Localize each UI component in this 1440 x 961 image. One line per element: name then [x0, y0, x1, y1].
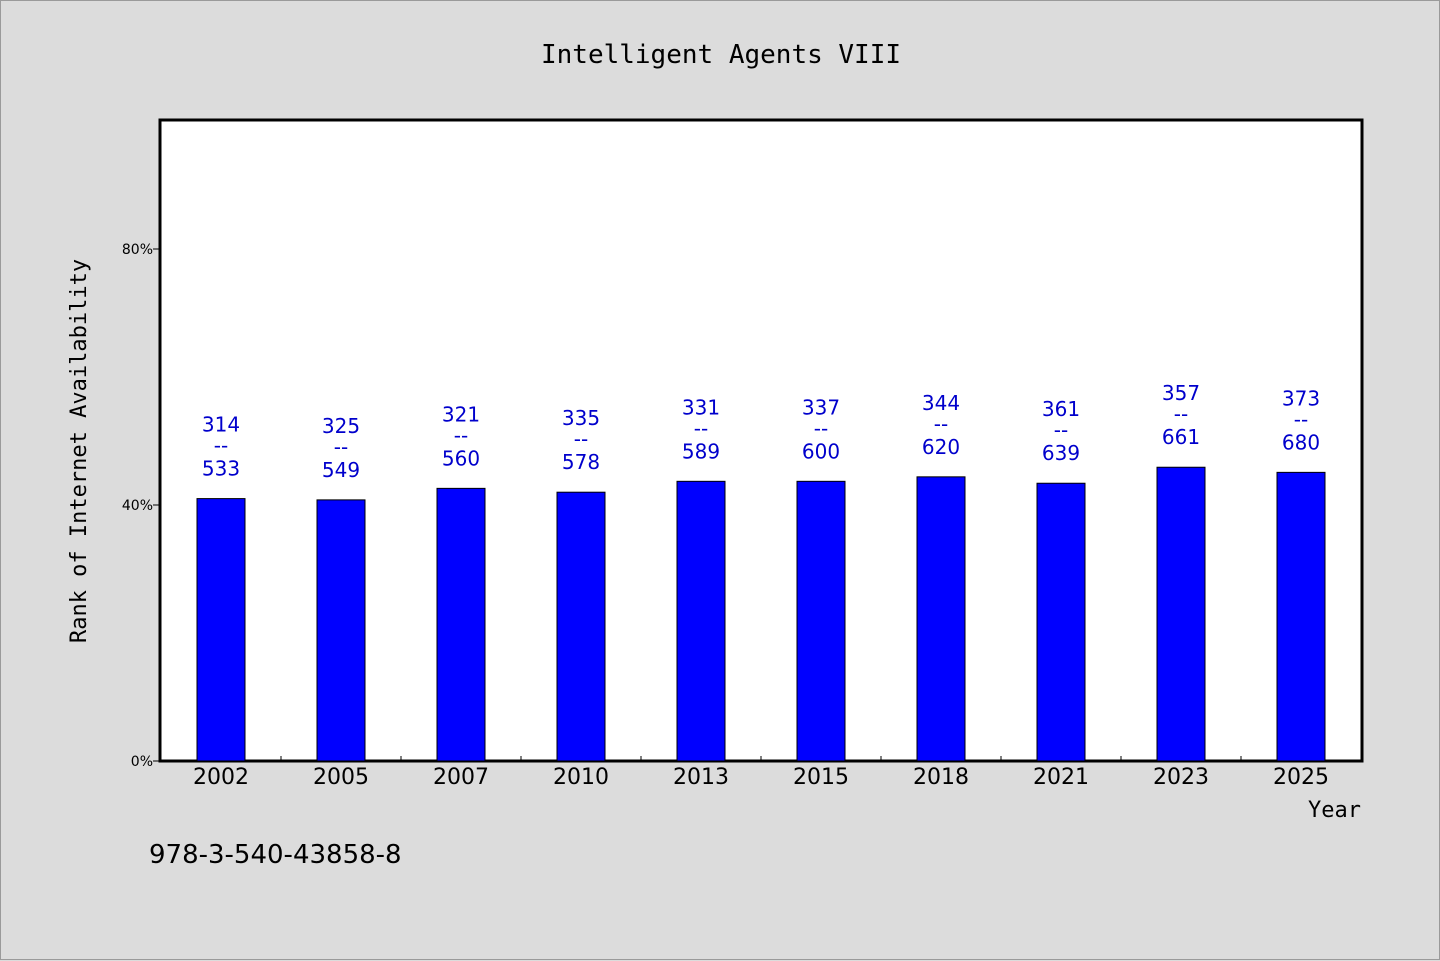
- x-axis: 2002 2005 2007 2010 2013 2015 2018 2021 2023 2025: [193, 756, 1329, 790]
- bar-label-bottom: 578: [562, 450, 600, 474]
- bar-label-bottom: 620: [922, 435, 960, 459]
- x-tick-label: 2025: [1273, 765, 1329, 790]
- x-tick-label: 2002: [193, 765, 249, 790]
- bar-label-bottom: 680: [1282, 430, 1320, 454]
- x-tick-label: 2021: [1033, 765, 1089, 790]
- x-tick-label: 2018: [913, 765, 969, 790]
- x-tick-label: 2007: [433, 765, 489, 790]
- bar-2018: [916, 476, 966, 762]
- bar-label-sep: --: [934, 412, 948, 436]
- x-tick-label: 2005: [313, 765, 369, 790]
- bar-label-top: 335: [562, 406, 600, 430]
- x-tick-label: 2013: [673, 765, 729, 790]
- bar-label-top: 321: [442, 402, 480, 426]
- bar-label-sep: --: [814, 416, 828, 440]
- bar-label-top: 325: [322, 414, 360, 438]
- x-tick-label: 2015: [793, 765, 849, 790]
- bars-group: [196, 466, 1326, 762]
- isbn-footnote: 978-3-540-43858-8: [149, 840, 402, 870]
- bar-label-bottom: 600: [802, 439, 840, 463]
- bar-label-bottom: 661: [1162, 425, 1200, 449]
- bar-label-sep: --: [334, 435, 348, 459]
- chart-title: Intelligent Agents VIII: [541, 40, 901, 70]
- y-tick-label: 80%: [122, 242, 153, 258]
- bar-label-sep: --: [1174, 402, 1188, 426]
- bar-2015: [796, 480, 846, 762]
- bar-label-top: 337: [802, 395, 840, 419]
- x-tick-label: 2010: [553, 765, 609, 790]
- bar-label-sep: --: [1054, 418, 1068, 442]
- bar-2021: [1036, 482, 1086, 762]
- bar-label-bottom: 639: [1042, 441, 1080, 465]
- x-tick-label: 2023: [1153, 765, 1209, 790]
- bar-label-sep: --: [1294, 407, 1308, 431]
- y-tick-label: 40%: [122, 498, 153, 514]
- bar-label-sep: --: [574, 427, 588, 451]
- bar-label-bottom: 560: [442, 446, 480, 470]
- bar-2005: [316, 499, 366, 762]
- bar-label-sep: --: [454, 423, 468, 447]
- bar-2007: [436, 487, 486, 762]
- bar-label-sep: --: [214, 434, 228, 458]
- bar-2002: [196, 498, 246, 762]
- y-axis: 0% 40% 80%: [122, 242, 161, 770]
- bar-label-bottom: 589: [682, 439, 720, 463]
- x-axis-title: Year: [1308, 798, 1361, 823]
- bar-label-sep: --: [694, 416, 708, 440]
- bar-2025: [1276, 471, 1326, 762]
- bar-labels-group: 314--533325--549321--560335--578331--589…: [202, 381, 1320, 482]
- bar-label-top: 373: [1282, 386, 1320, 410]
- bar-label-top: 314: [202, 413, 240, 437]
- bar-label-top: 344: [922, 391, 960, 415]
- bar-label-top: 361: [1042, 397, 1080, 421]
- y-tick-label: 0%: [131, 754, 153, 770]
- y-axis-title: Rank of Internet Availability: [67, 259, 92, 643]
- bar-label-bottom: 533: [202, 457, 240, 481]
- bar-label-top: 357: [1162, 381, 1200, 405]
- bar-2010: [556, 491, 606, 762]
- bar-2023: [1156, 466, 1206, 762]
- bar-2013: [676, 480, 726, 762]
- bar-label-bottom: 549: [322, 458, 360, 482]
- bar-label-top: 331: [682, 395, 720, 419]
